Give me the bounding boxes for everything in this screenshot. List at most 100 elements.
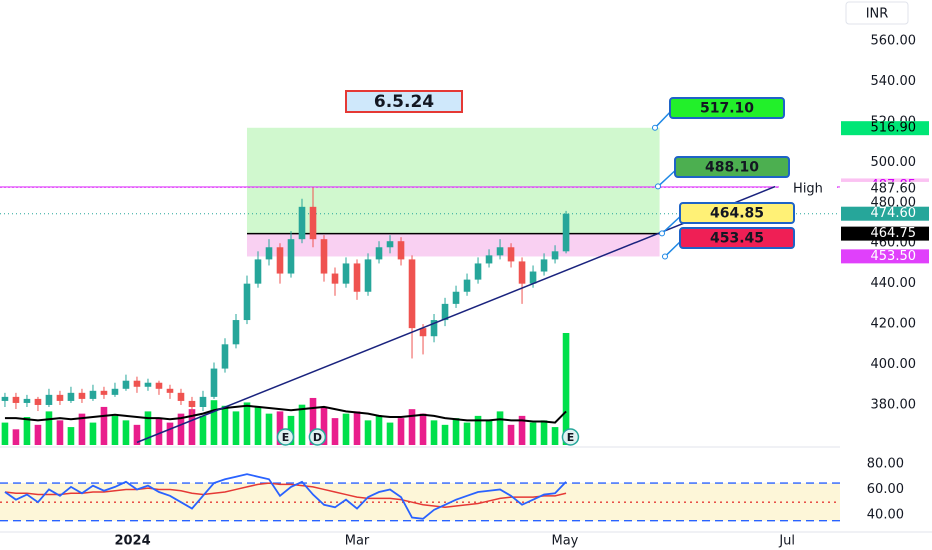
volume-bar: [45, 411, 53, 445]
volume-bar: [386, 422, 394, 445]
candle-body: [254, 259, 262, 284]
volume-bar: [23, 417, 31, 445]
x-tick-label: 2024: [114, 534, 150, 549]
candle-body: [144, 382, 152, 387]
axis-tag: [841, 121, 929, 136]
event-label: E: [282, 431, 290, 444]
volume-bar: [298, 404, 306, 445]
volume-bar: [496, 411, 504, 445]
volume-bar: [430, 420, 438, 445]
candle-body: [397, 241, 405, 260]
candle-body: [353, 263, 361, 292]
axis-tag-label: 464.75: [871, 226, 917, 241]
volume-bar: [232, 411, 240, 445]
callout-anchor: [662, 253, 668, 260]
event-marker: [561, 428, 580, 446]
currency: INR: [866, 7, 889, 22]
volume-bar: [210, 400, 218, 445]
candle-body: [320, 239, 328, 274]
candle-body: [45, 394, 53, 405]
volume-bar: [419, 413, 427, 445]
volume-bar: [364, 420, 372, 445]
volume-bar: [56, 420, 64, 445]
candle-body: [155, 382, 163, 389]
volume-bar: [155, 418, 163, 445]
candle-body: [89, 390, 97, 399]
candle-body: [309, 206, 317, 240]
callout-box: [674, 156, 790, 178]
volume-bar: [375, 415, 383, 445]
volume-bar: [78, 413, 86, 445]
candle-body: [419, 328, 427, 337]
volume-bar: [331, 418, 339, 445]
volume-bar: [67, 427, 75, 445]
volume-bar: [133, 424, 141, 445]
volume-bar: [188, 409, 196, 445]
volume-bar: [111, 415, 119, 445]
volume-bar: [12, 429, 20, 445]
volume-bar: [408, 409, 416, 445]
event-marker: [308, 428, 327, 446]
volume-bar: [452, 418, 460, 445]
rsi-tick-label: 40.00: [867, 507, 904, 522]
volume-bar: [353, 411, 361, 445]
candle-body: [474, 263, 482, 280]
candle-body: [287, 239, 295, 274]
volume-bar: [122, 420, 130, 445]
volume-bar: [221, 405, 229, 445]
zone: [246, 233, 660, 257]
candle-body: [551, 251, 559, 260]
volume-bar: [254, 406, 262, 445]
event-label: E: [567, 431, 575, 444]
candle-body: [100, 390, 108, 395]
volume-bar: [265, 413, 273, 445]
volume-bar: [529, 422, 537, 445]
callout-anchor: [652, 124, 658, 131]
candle-body: [111, 388, 119, 395]
candle-body: [34, 398, 42, 405]
candle-body: [540, 259, 548, 272]
axis-tag-label: 453.50: [871, 249, 917, 264]
axis-tag: [841, 206, 929, 221]
volume-bar: [474, 415, 482, 445]
volume-bar: [562, 333, 570, 445]
volume-bar: [320, 406, 328, 445]
callout-label: 464.85: [710, 206, 764, 222]
candle-body: [364, 259, 372, 292]
candle-body: [441, 303, 449, 321]
candle-body: [265, 247, 273, 260]
candle-body: [56, 394, 64, 401]
volume-bar: [89, 422, 97, 445]
volume-ma-line: [4, 404, 567, 424]
candle-body: [463, 279, 471, 292]
callout-box: [679, 202, 795, 224]
volume-bar: [100, 406, 108, 445]
candle-body: [1, 396, 9, 401]
candle-body: [23, 398, 31, 403]
candle-body: [276, 247, 284, 274]
date-label: 6.5.24: [374, 92, 434, 112]
volume-bar: [243, 402, 251, 445]
candle-body: [496, 247, 504, 256]
candle-body: [166, 388, 174, 393]
rsi-tick-label: 80.00: [867, 456, 904, 471]
candle-body: [78, 392, 86, 399]
axis-tag-name-box: [779, 181, 837, 196]
axis-tag-label: 487.60: [871, 181, 917, 196]
x-tick-label: May: [552, 534, 579, 549]
candle-body: [232, 320, 240, 345]
candle-body: [529, 271, 537, 284]
y-tick-label: 540.00: [871, 74, 917, 89]
rsi-ma-line: [4, 482, 567, 509]
candle-body: [12, 396, 20, 403]
volume-bar: [518, 415, 526, 445]
candle-body: [386, 241, 394, 248]
rsi-tick-label: 60.00: [867, 482, 904, 497]
candle-body: [298, 206, 306, 240]
volume-bar: [144, 411, 152, 445]
axis-tag: [841, 226, 929, 241]
candle-body: [507, 247, 515, 262]
candle-body: [67, 392, 75, 401]
candle-body: [562, 213, 570, 252]
